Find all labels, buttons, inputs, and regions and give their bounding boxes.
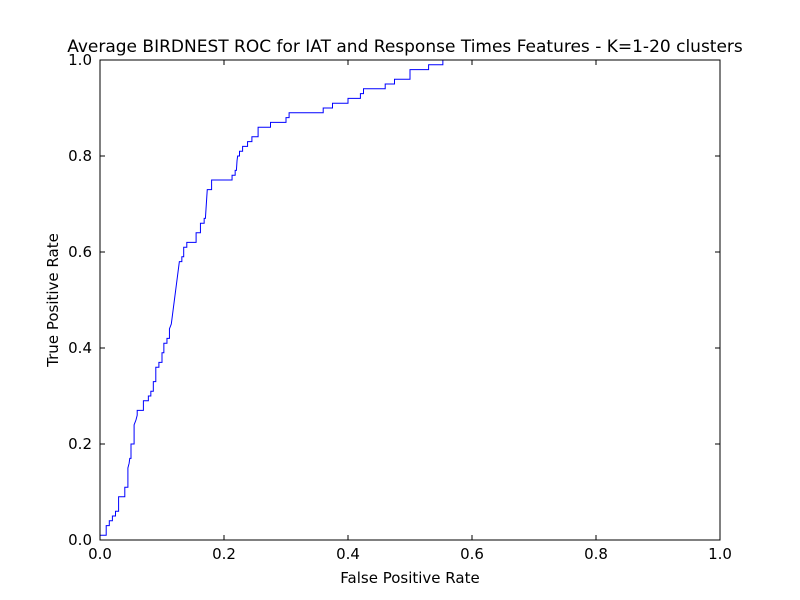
y-tick-label: 0.6 [68, 243, 92, 261]
series-group [99, 59, 720, 540]
y-tick-label: 0.0 [68, 531, 92, 549]
y-tick-label: 0.8 [68, 147, 92, 165]
x-tick-label: 1.0 [708, 545, 732, 563]
x-tick-label: 0.8 [584, 545, 608, 563]
x-tick-label: 0.2 [212, 545, 236, 563]
y-tick-label: 0.2 [68, 435, 92, 453]
y-axis-label: True Positive Rate [44, 233, 62, 368]
x-tick-label: 0.0 [88, 545, 112, 563]
plot-frame [99, 59, 721, 541]
y-tick-label: 1.0 [68, 51, 92, 69]
chart-title: Average BIRDNEST ROC for IAT and Respons… [67, 37, 743, 57]
y-tick-label: 0.4 [68, 339, 92, 357]
roc-curve-line [99, 59, 720, 540]
x-tick-label: 0.6 [460, 545, 484, 563]
x-axis-label: False Positive Rate [340, 569, 479, 587]
x-tick-label: 0.4 [336, 545, 360, 563]
